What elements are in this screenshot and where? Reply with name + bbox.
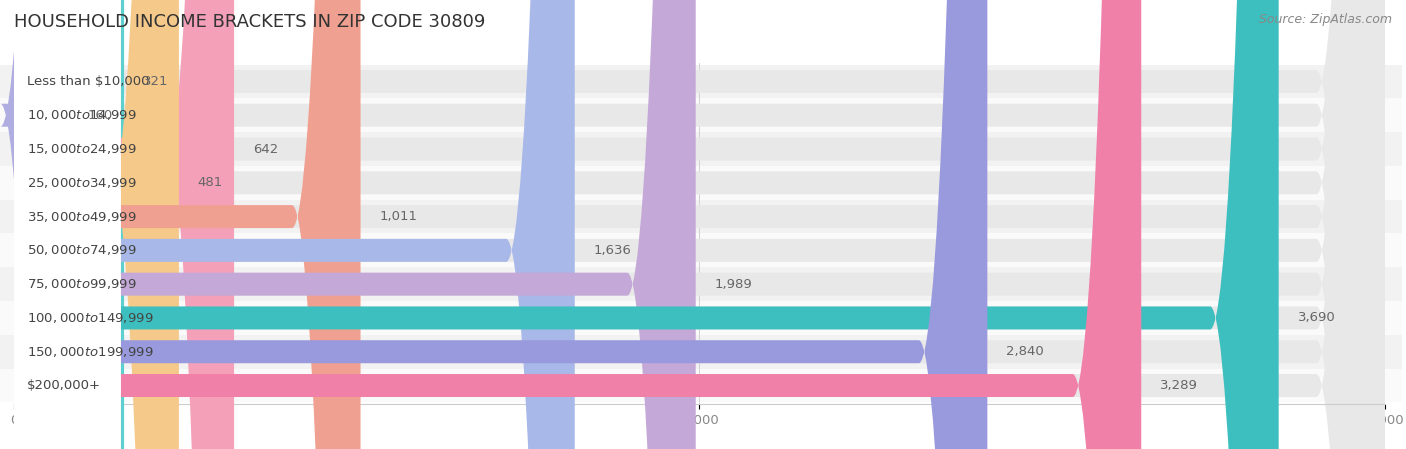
Text: 1,989: 1,989	[714, 277, 752, 291]
FancyBboxPatch shape	[0, 267, 1402, 301]
FancyBboxPatch shape	[14, 0, 1385, 449]
Text: 1,636: 1,636	[593, 244, 631, 257]
Text: 1,011: 1,011	[380, 210, 418, 223]
Text: 321: 321	[143, 75, 169, 88]
Text: 3,690: 3,690	[1298, 312, 1336, 325]
FancyBboxPatch shape	[0, 301, 1402, 335]
FancyBboxPatch shape	[14, 0, 121, 449]
FancyBboxPatch shape	[14, 0, 121, 449]
FancyBboxPatch shape	[14, 0, 121, 449]
FancyBboxPatch shape	[14, 0, 360, 449]
FancyBboxPatch shape	[14, 0, 1142, 449]
FancyBboxPatch shape	[14, 0, 575, 449]
FancyBboxPatch shape	[14, 0, 121, 449]
Text: 481: 481	[198, 176, 224, 189]
Text: 2,840: 2,840	[1007, 345, 1045, 358]
FancyBboxPatch shape	[14, 0, 121, 449]
FancyBboxPatch shape	[14, 0, 121, 449]
FancyBboxPatch shape	[0, 369, 1402, 402]
FancyBboxPatch shape	[14, 0, 1385, 449]
FancyBboxPatch shape	[14, 0, 1385, 449]
Text: $200,000+: $200,000+	[27, 379, 101, 392]
FancyBboxPatch shape	[14, 0, 1385, 449]
FancyBboxPatch shape	[14, 0, 121, 449]
FancyBboxPatch shape	[14, 0, 696, 449]
FancyBboxPatch shape	[0, 200, 1402, 233]
FancyBboxPatch shape	[14, 0, 179, 449]
FancyBboxPatch shape	[14, 0, 121, 449]
Text: $25,000 to $34,999: $25,000 to $34,999	[27, 176, 136, 190]
FancyBboxPatch shape	[14, 0, 987, 449]
FancyBboxPatch shape	[14, 0, 121, 449]
FancyBboxPatch shape	[14, 0, 121, 449]
Text: $150,000 to $199,999: $150,000 to $199,999	[27, 345, 153, 359]
FancyBboxPatch shape	[14, 0, 121, 449]
FancyBboxPatch shape	[14, 0, 1385, 449]
FancyBboxPatch shape	[0, 335, 1402, 369]
FancyBboxPatch shape	[14, 0, 121, 449]
FancyBboxPatch shape	[0, 65, 1402, 98]
Text: HOUSEHOLD INCOME BRACKETS IN ZIP CODE 30809: HOUSEHOLD INCOME BRACKETS IN ZIP CODE 30…	[14, 13, 485, 31]
FancyBboxPatch shape	[14, 0, 121, 449]
Text: 642: 642	[253, 142, 278, 155]
Text: Less than $10,000: Less than $10,000	[27, 75, 149, 88]
Text: 3,289: 3,289	[1160, 379, 1198, 392]
Text: Source: ZipAtlas.com: Source: ZipAtlas.com	[1258, 13, 1392, 26]
FancyBboxPatch shape	[14, 0, 1385, 449]
Text: 160: 160	[87, 109, 112, 122]
FancyBboxPatch shape	[14, 0, 121, 449]
FancyBboxPatch shape	[14, 0, 121, 449]
FancyBboxPatch shape	[14, 0, 121, 449]
FancyBboxPatch shape	[14, 0, 1385, 449]
Text: $75,000 to $99,999: $75,000 to $99,999	[27, 277, 136, 291]
FancyBboxPatch shape	[14, 0, 1278, 449]
FancyBboxPatch shape	[14, 0, 124, 449]
Text: $10,000 to $14,999: $10,000 to $14,999	[27, 108, 136, 122]
Text: $35,000 to $49,999: $35,000 to $49,999	[27, 210, 136, 224]
FancyBboxPatch shape	[14, 0, 233, 449]
FancyBboxPatch shape	[0, 166, 1402, 200]
FancyBboxPatch shape	[14, 0, 1385, 449]
FancyBboxPatch shape	[14, 0, 121, 449]
FancyBboxPatch shape	[0, 132, 1402, 166]
Text: $50,000 to $74,999: $50,000 to $74,999	[27, 243, 136, 257]
Text: $15,000 to $24,999: $15,000 to $24,999	[27, 142, 136, 156]
FancyBboxPatch shape	[0, 98, 1402, 132]
FancyBboxPatch shape	[14, 0, 121, 449]
FancyBboxPatch shape	[14, 0, 121, 449]
FancyBboxPatch shape	[0, 0, 83, 449]
FancyBboxPatch shape	[14, 0, 1385, 449]
FancyBboxPatch shape	[14, 0, 1385, 449]
Text: $100,000 to $149,999: $100,000 to $149,999	[27, 311, 153, 325]
FancyBboxPatch shape	[14, 0, 121, 449]
FancyBboxPatch shape	[0, 233, 1402, 267]
